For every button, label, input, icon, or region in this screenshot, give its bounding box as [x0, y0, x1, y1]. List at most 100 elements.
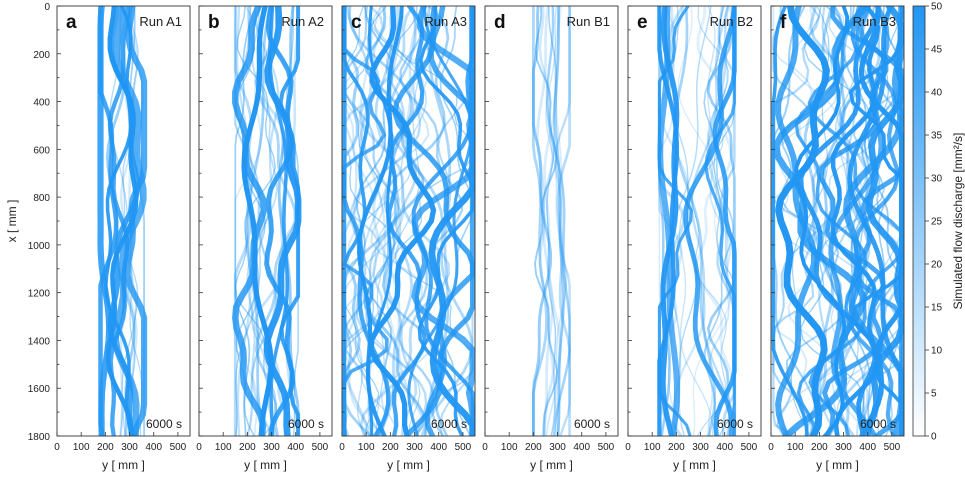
flow-channels [342, 6, 475, 436]
flow-thread [385, 6, 418, 436]
flow-thread [129, 6, 144, 436]
colorbar-tick-label: 35 [931, 131, 943, 142]
time-label: 6000 s [288, 417, 324, 431]
flow-thread [543, 6, 562, 436]
x-tick-label: 200 [668, 442, 685, 453]
flow-thread [678, 6, 716, 436]
x-tick-label: 0 [54, 442, 60, 453]
colorbar-tick-label: 5 [931, 389, 937, 400]
colorbar-ticks: 0 5 10 15 20 25 30 35 40 45 50 [925, 2, 943, 443]
y-axis: x [ mm ] 0 200 400 600 800 1000 1200 1400 1600 18… [5, 2, 50, 443]
x-tick-label: 0 [625, 442, 631, 453]
colorbar-label: Simulated flow discharge [mm²/s] [951, 133, 965, 310]
flow-thread [691, 6, 729, 436]
panel-background [485, 6, 618, 436]
flow-thread [280, 6, 300, 436]
flow-thread [374, 6, 414, 436]
x-tick-label: 100 [501, 442, 518, 453]
flow-thread [277, 6, 300, 436]
colorbar-tick-label: 0 [931, 432, 937, 443]
x-axis-label: y [ mm ] [530, 458, 573, 472]
time-label: 6000 s [860, 417, 896, 431]
flow-thread [372, 6, 433, 436]
flow-thread [232, 6, 268, 436]
panel-letter: a [66, 12, 77, 33]
panel-d: 0 100 200 300 400 500 y [ mm ] d Run B1 6000 s [482, 5, 619, 472]
x-tick-label: 100 [644, 442, 661, 453]
y-tick-label: 200 [33, 50, 50, 61]
flow-thread [245, 6, 272, 436]
panel-f: 0 100 200 300 400 500 y [ mm ] f Run B3 6000 s [768, 5, 905, 472]
flow-thread [712, 6, 737, 436]
x-tick-label: 200 [525, 442, 542, 453]
x-tick-label: 300 [835, 442, 852, 453]
flow-thread [233, 6, 253, 436]
flow-thread [264, 6, 296, 436]
x-tick-label: 400 [287, 442, 304, 453]
flow-thread [546, 6, 557, 436]
x-tick-label: 100 [73, 442, 90, 453]
flow-thread [706, 6, 736, 436]
run-label: Run A1 [139, 14, 182, 29]
panel-b: 0 100 200 300 400 500 y [ mm ] b Run A2 6000 s [196, 5, 333, 472]
run-label: Run B2 [710, 14, 753, 29]
flow-thread [807, 6, 849, 436]
flow-thread [799, 6, 885, 436]
flow-thread [424, 6, 475, 436]
run-label: Run B1 [567, 14, 610, 29]
flow-channels [232, 6, 302, 436]
flow-thread [828, 6, 890, 436]
flow-thread [97, 6, 113, 436]
flow-thread [556, 6, 571, 436]
flow-thread [250, 6, 278, 436]
flow-thread [848, 6, 903, 436]
flow-thread [849, 6, 873, 436]
flow-thread [439, 6, 474, 436]
panel-letter: e [637, 12, 648, 33]
colorbar: 0 5 10 15 20 25 30 35 40 45 50 Simulated flow disc… [912, 2, 965, 443]
x-axis-label: y [ mm ] [244, 458, 287, 472]
flow-thread [375, 6, 423, 436]
x-axis-label: y [ mm ] [816, 458, 859, 472]
y-tick-label: 1800 [28, 432, 51, 443]
time-label: 6000 s [146, 417, 182, 431]
flow-thread [677, 6, 732, 436]
x-tick-label: 400 [716, 442, 733, 453]
x-tick-label: 400 [145, 442, 162, 453]
colorbar-tick-label: 30 [931, 174, 943, 185]
x-tick-label: 300 [692, 442, 709, 453]
y-tick-label: 400 [33, 98, 50, 109]
flow-thread [690, 6, 731, 436]
flow-thread [706, 6, 733, 436]
flow-thread [358, 6, 398, 436]
flow-thread [658, 6, 706, 436]
flow-thread [776, 6, 844, 436]
x-tick-label: 500 [741, 442, 758, 453]
time-label: 6000 s [717, 417, 753, 431]
x-tick-label: 200 [239, 442, 256, 453]
colorbar-tick-label: 25 [931, 217, 943, 228]
flow-thread [343, 6, 397, 436]
flow-thread [358, 6, 450, 436]
flow-thread [545, 6, 571, 436]
flow-thread [234, 6, 278, 436]
flow-thread [695, 6, 735, 436]
panel-letter: d [494, 12, 506, 33]
y-tick-label: 800 [33, 193, 50, 204]
flow-thread [263, 6, 302, 436]
flow-thread [553, 6, 565, 436]
flow-thread [660, 6, 680, 436]
flow-thread [545, 6, 568, 436]
time-label: 6000 s [431, 417, 467, 431]
panel-letter: f [780, 12, 787, 33]
panel-e: 0 100 200 300 400 500 y [ mm ] e Run B2 6000 s [625, 5, 762, 472]
flow-thread [407, 6, 473, 436]
x-axis-label: y [ mm ] [387, 458, 430, 472]
flow-thread [775, 6, 831, 436]
y-axis-label: x [ mm ] [5, 200, 19, 243]
flow-thread [246, 6, 280, 436]
colorbar-gradient [912, 5, 926, 437]
flow-thread [877, 6, 903, 436]
flow-thread [536, 6, 554, 436]
